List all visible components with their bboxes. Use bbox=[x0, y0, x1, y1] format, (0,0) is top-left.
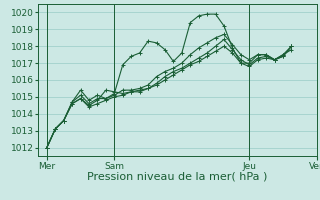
X-axis label: Pression niveau de la mer( hPa ): Pression niveau de la mer( hPa ) bbox=[87, 172, 268, 182]
